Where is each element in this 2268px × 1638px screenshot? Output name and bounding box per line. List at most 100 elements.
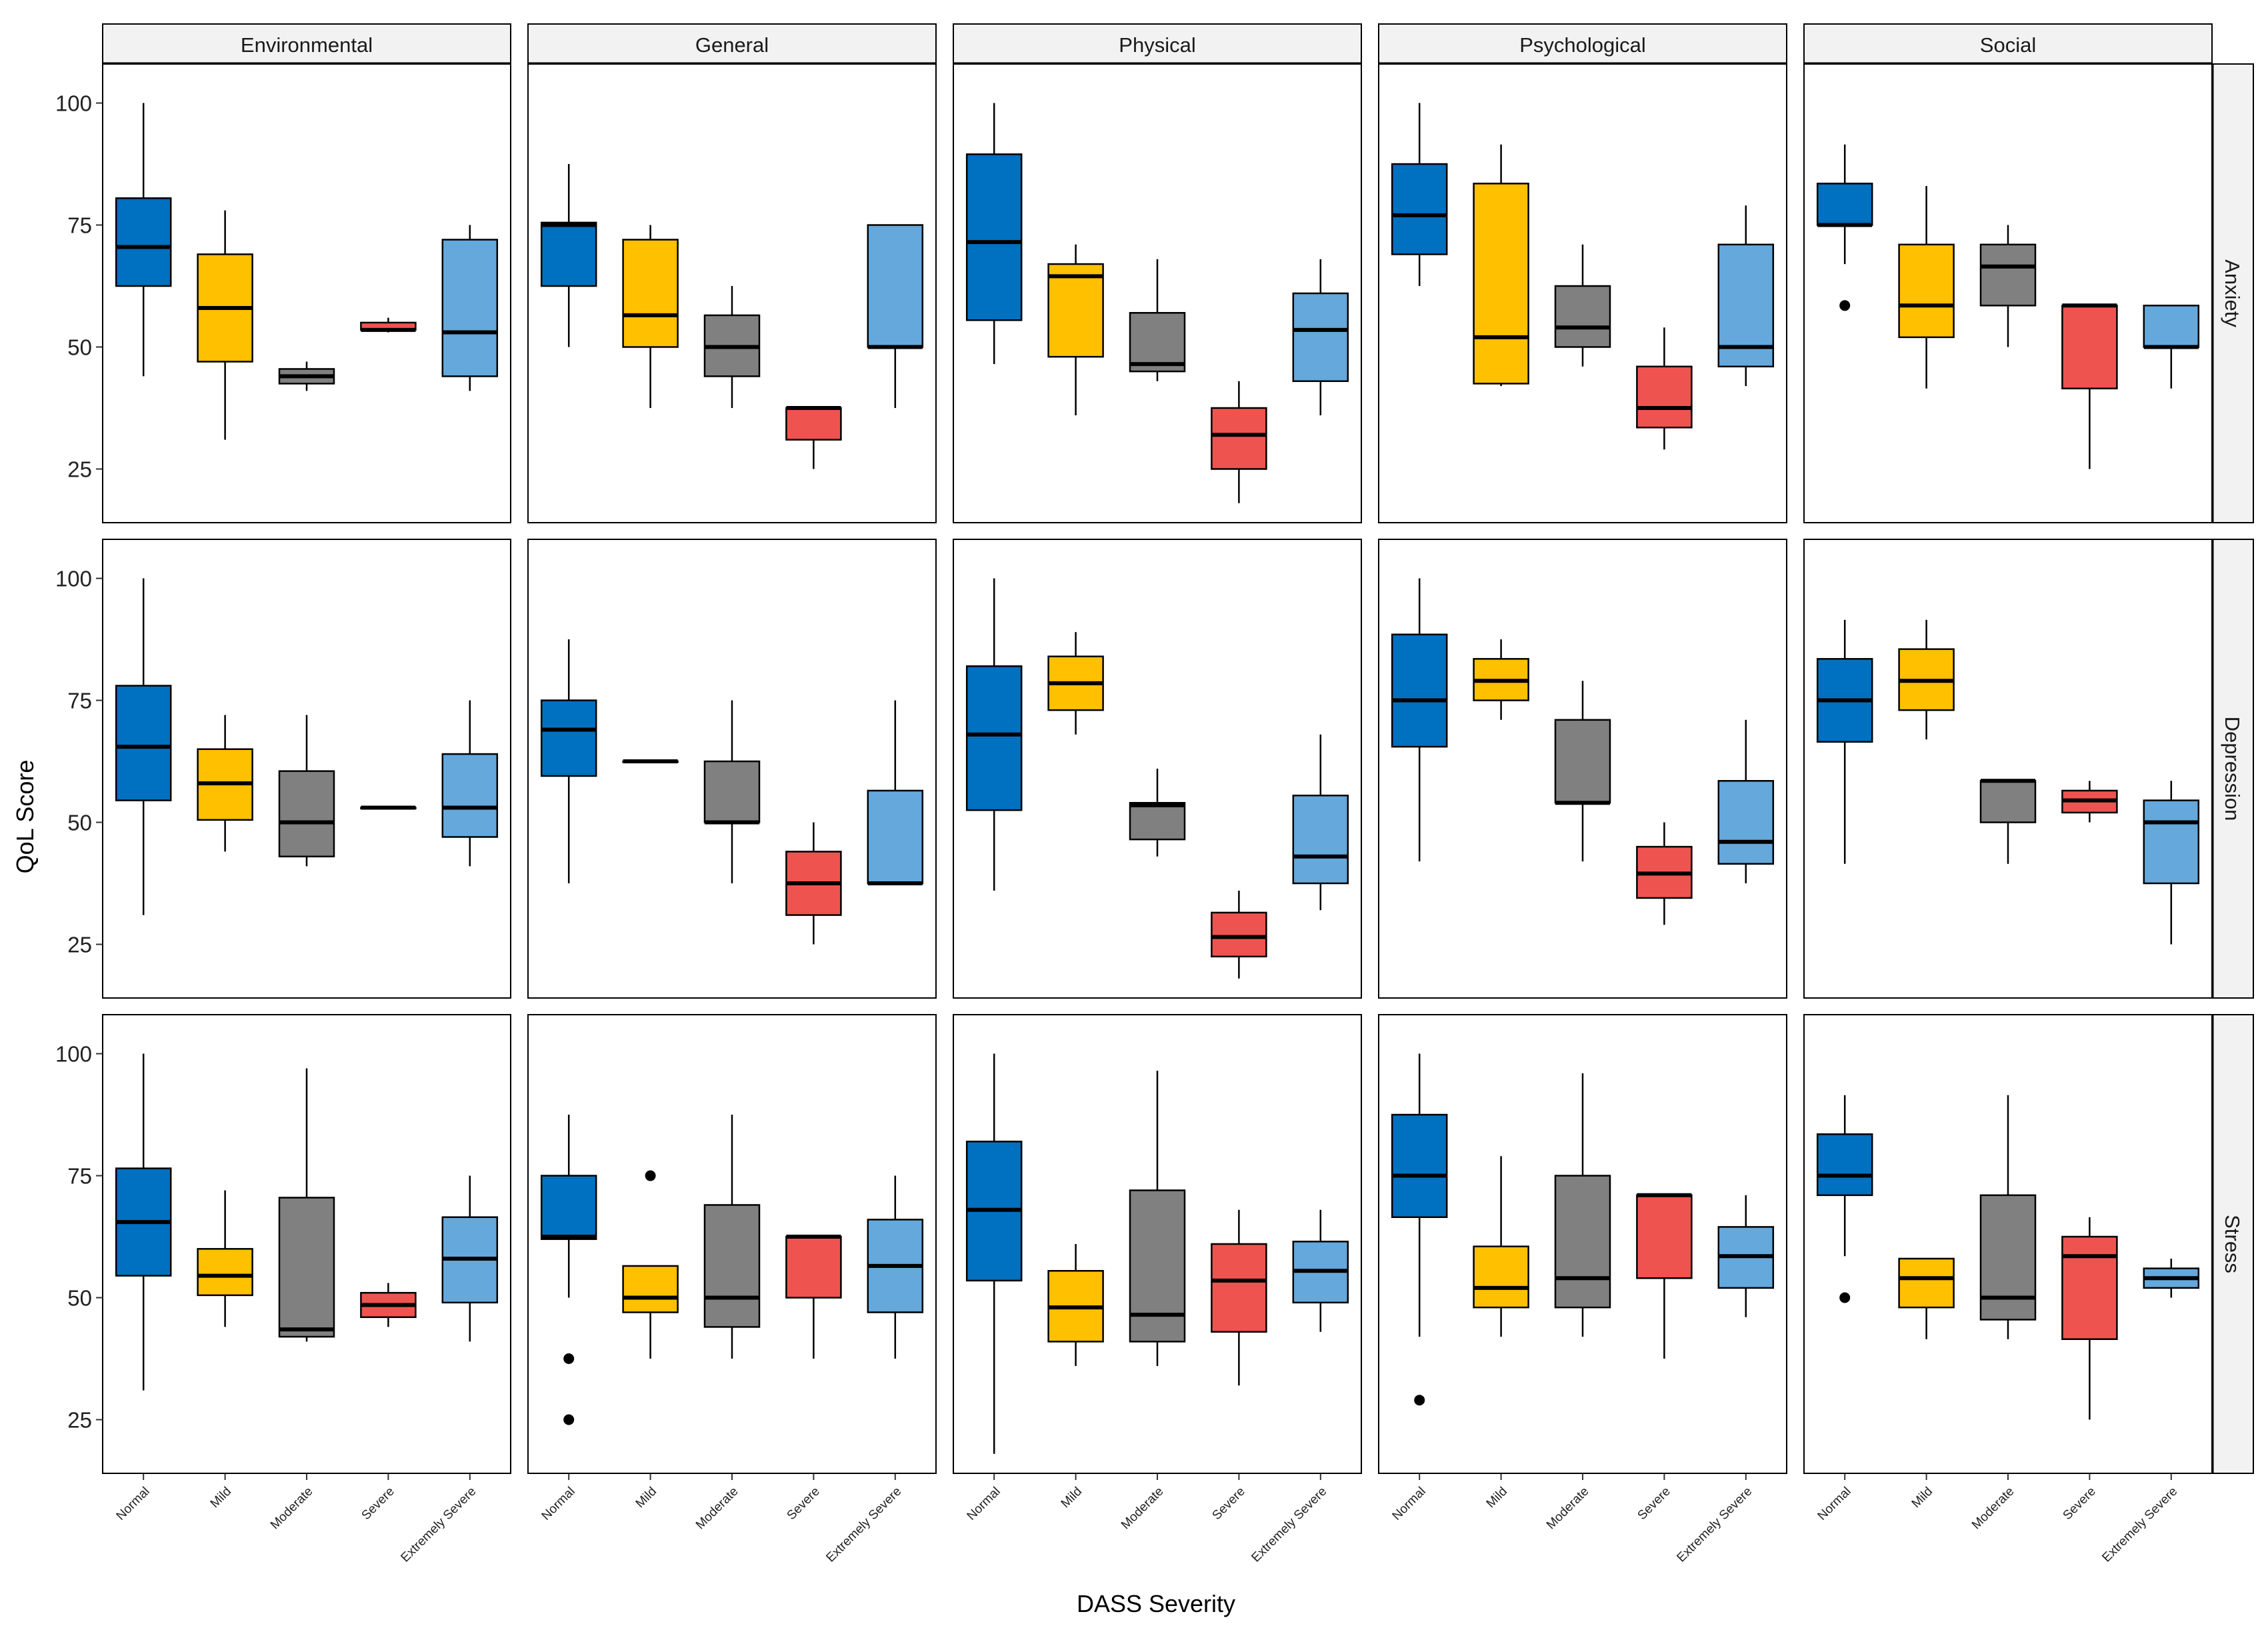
- facet-panel: [953, 1014, 1362, 1474]
- box: [1473, 183, 1529, 385]
- box: [1816, 183, 1873, 226]
- box: [1473, 1245, 1529, 1309]
- box: [2061, 1235, 2118, 1340]
- box: [1391, 633, 1448, 748]
- facet-strip-row-0: [2211, 63, 2254, 523]
- facet-panel: [1378, 539, 1787, 999]
- y-tick-label: 50: [67, 335, 92, 360]
- facet-panel: [1378, 63, 1787, 523]
- y-tick-label: 75: [67, 1164, 92, 1189]
- facet-panel: [1803, 63, 2213, 523]
- box: [278, 1197, 335, 1338]
- y-tick-label: 75: [67, 689, 92, 713]
- box: [540, 221, 597, 287]
- outlier-point: [563, 1353, 575, 1364]
- box: [1391, 163, 1448, 255]
- facet-col-label: Psychological: [1519, 33, 1646, 57]
- box: [1047, 263, 1104, 358]
- facet-panel: [953, 539, 1362, 999]
- box: [1979, 1194, 2037, 1321]
- box: [1211, 911, 1267, 958]
- box: [622, 1265, 679, 1313]
- y-tick-label: 100: [55, 1042, 92, 1067]
- box: [1129, 312, 1186, 373]
- facet-strip-3: [1378, 23, 1787, 65]
- box: [1636, 365, 1693, 429]
- box: [1129, 1189, 1186, 1343]
- facet-panel: [1803, 539, 2213, 999]
- facet-strip-2: [953, 23, 1362, 65]
- box: [785, 407, 842, 441]
- y-axis-title: QoL Score: [11, 760, 39, 874]
- facet-panel: [102, 539, 511, 999]
- facet-strip-row-2: [2211, 1014, 2254, 1474]
- facet-strip-0: [102, 23, 511, 65]
- facet-panel: [102, 63, 511, 523]
- facet-panel: [1803, 1014, 2213, 1474]
- box: [1129, 801, 1186, 841]
- box: [2143, 799, 2200, 885]
- facet-strip-row-1: [2211, 539, 2254, 999]
- facet-panel: [1378, 1014, 1787, 1474]
- y-tick-label: 100: [55, 567, 92, 591]
- box: [965, 153, 1023, 321]
- facet-row-label: Anxiety: [2221, 259, 2244, 327]
- box: [1554, 285, 1611, 348]
- box: [1292, 795, 1349, 885]
- box: [1211, 407, 1267, 470]
- box: [1636, 1194, 1693, 1279]
- outlier-point: [563, 1414, 575, 1425]
- box: [540, 1175, 597, 1240]
- box: [622, 239, 679, 348]
- box: [1554, 719, 1611, 804]
- y-tick-label: 75: [67, 213, 92, 238]
- box: [1898, 1257, 1955, 1309]
- box: [1292, 292, 1349, 382]
- box: [1717, 780, 1775, 865]
- box: [441, 239, 499, 377]
- outlier-point: [1414, 1395, 1425, 1406]
- box: [1898, 243, 1955, 339]
- facet-col-label: Environmental: [241, 33, 373, 57]
- box: [965, 665, 1023, 811]
- facet-panel: [527, 63, 937, 523]
- box: [540, 699, 597, 777]
- facet-row-label: Stress: [2221, 1215, 2244, 1273]
- facet-panel: [102, 1014, 511, 1474]
- box: [1816, 1133, 1873, 1197]
- facet-col-label: General: [695, 33, 769, 57]
- box: [703, 1204, 761, 1328]
- facet-strip-4: [1803, 23, 2213, 65]
- y-tick-label: 100: [55, 91, 92, 116]
- box: [1391, 1113, 1448, 1218]
- box: [1211, 1243, 1267, 1333]
- outlier-point: [1839, 300, 1851, 311]
- x-axis-title: DASS Severity: [1077, 1590, 1235, 1617]
- box: [867, 789, 924, 885]
- y-tick-label: 25: [67, 1407, 92, 1432]
- y-tick-label: 25: [67, 457, 92, 481]
- panel-frame: [1803, 539, 2213, 999]
- box: [1979, 243, 2037, 307]
- outlier-point: [645, 1170, 656, 1181]
- facet-col-label: Social: [1980, 33, 2036, 57]
- box: [197, 1248, 253, 1297]
- box: [115, 197, 172, 287]
- box: [785, 1235, 842, 1299]
- box: [703, 760, 761, 823]
- facet-col-label: Physical: [1119, 33, 1195, 57]
- box: [2143, 305, 2200, 348]
- facet-panel: [527, 1014, 937, 1474]
- box: [1979, 780, 2037, 823]
- box: [1554, 1175, 1611, 1309]
- box: [115, 685, 172, 801]
- facet-panel: [527, 539, 937, 999]
- outlier-point: [1839, 1292, 1851, 1303]
- y-tick-label: 50: [67, 811, 92, 835]
- box: [278, 770, 335, 857]
- y-tick-label: 25: [67, 932, 92, 957]
- facet-row-label: Depression: [2221, 717, 2244, 821]
- facet-panel: [953, 63, 1362, 523]
